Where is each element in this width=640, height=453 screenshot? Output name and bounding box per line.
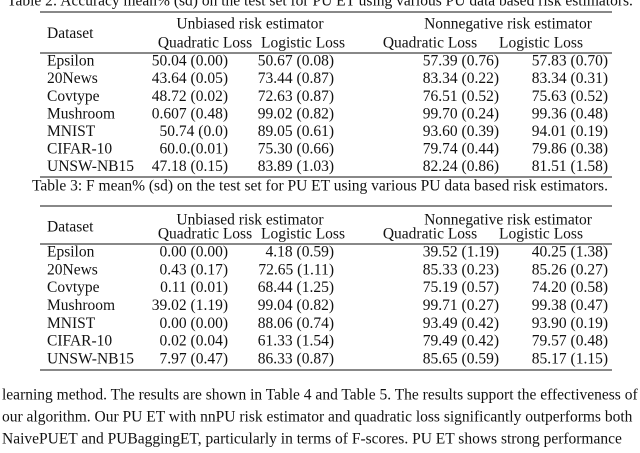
table-cell: 74.20 (0.58) bbox=[532, 279, 608, 296]
table-cell: 0.02 (0.04) bbox=[160, 333, 228, 350]
table-cell: UNSW-NB15 bbox=[47, 350, 134, 367]
table-cell: 43.64 (0.05) bbox=[152, 70, 228, 87]
table-cell: 0.11 (0.01) bbox=[160, 279, 228, 296]
table-cell: 83.34 (0.31) bbox=[532, 70, 608, 87]
paragraph-line: NaivePUET and PUBaggingET, particularly … bbox=[2, 431, 622, 448]
table-caption: Table 2: Accuracy mean% (sd) on the test… bbox=[7, 0, 633, 10]
table-cell: 79.49 (0.42) bbox=[423, 333, 499, 350]
table-cell: 0.43 (0.17) bbox=[160, 261, 228, 278]
table-cell: 93.90 (0.19) bbox=[532, 315, 608, 332]
table-cell: 50.04 (0.00) bbox=[152, 53, 228, 70]
table-cell: 39.52 (1.19) bbox=[423, 244, 499, 261]
table-cell: 79.74 (0.44) bbox=[423, 141, 499, 158]
table-cell: 83.34 (0.22) bbox=[423, 70, 499, 87]
table-cell: 88.06 (0.74) bbox=[258, 315, 334, 332]
table-cell: 50.74 (0.0) bbox=[160, 123, 228, 140]
table-cell: 85.33 (0.23) bbox=[423, 261, 499, 278]
table-cell: Epsilon bbox=[47, 244, 95, 261]
table-cell: 94.01 (0.19) bbox=[532, 123, 608, 140]
table-cell: 85.65 (0.59) bbox=[423, 350, 499, 367]
table-cell: 47.18 (0.15) bbox=[152, 158, 228, 175]
table-cell: Epsilon bbox=[47, 53, 95, 70]
table-cell: 99.02 (0.82) bbox=[258, 105, 334, 122]
table-cell: 0.00 (0.00) bbox=[160, 244, 228, 261]
table-cell: 86.33 (0.87) bbox=[258, 350, 334, 367]
table-cell: 99.36 (0.48) bbox=[532, 105, 608, 122]
table-cell: 75.30 (0.66) bbox=[258, 141, 334, 158]
table-cell: MNIST bbox=[47, 315, 96, 332]
paragraph-line: our algorithm. Our PU ET with nnPU risk … bbox=[2, 409, 633, 426]
table-cell: 83.89 (1.03) bbox=[258, 158, 334, 175]
header-cell: Logistic Loss bbox=[499, 226, 583, 243]
table-cell: 75.63 (0.52) bbox=[532, 88, 608, 105]
table-cell: 99.71 (0.27) bbox=[423, 297, 499, 314]
header-cell: Logistic Loss bbox=[261, 226, 345, 243]
table-cell: 57.39 (0.76) bbox=[423, 53, 499, 70]
header-cell: Logistic Loss bbox=[261, 35, 345, 52]
table-cell: MNIST bbox=[47, 123, 96, 140]
table-cell: 99.70 (0.24) bbox=[423, 105, 499, 122]
table-cell: 82.24 (0.86) bbox=[423, 158, 499, 175]
header-cell: Quadratic Loss bbox=[383, 35, 477, 52]
table-cell: 72.65 (1.11) bbox=[258, 261, 334, 278]
header-cell: Quadratic Loss bbox=[158, 35, 252, 52]
table-cell: 72.63 (0.87) bbox=[258, 88, 334, 105]
table-cell: Mushroom bbox=[47, 297, 115, 314]
table-cell: 0.607 (0.48) bbox=[152, 105, 228, 122]
table-cell: 0.00 (0.00) bbox=[160, 315, 228, 332]
table-cell: 99.04 (0.82) bbox=[258, 297, 334, 314]
table-cell: 7.97 (0.47) bbox=[160, 350, 228, 367]
table-cell: 20News bbox=[47, 70, 98, 87]
table-cell: 20News bbox=[47, 261, 98, 278]
table-cell: 61.33 (1.54) bbox=[258, 333, 334, 350]
table-cell: 89.05 (0.61) bbox=[258, 123, 334, 140]
table-cell: 79.86 (0.38) bbox=[532, 141, 608, 158]
header-cell: Quadratic Loss bbox=[158, 226, 252, 243]
table-cell: 79.57 (0.48) bbox=[532, 333, 608, 350]
table-cell: 39.02 (1.19) bbox=[152, 297, 228, 314]
table-cell: 50.67 (0.08) bbox=[258, 53, 334, 70]
paragraph-line: learning method. The results are shown i… bbox=[2, 387, 638, 404]
header-cell: Logistic Loss bbox=[499, 35, 583, 52]
table-cell: 68.44 (1.25) bbox=[258, 279, 334, 296]
table-cell: 76.51 (0.52) bbox=[423, 88, 499, 105]
table-cell: 85.26 (0.27) bbox=[532, 261, 608, 278]
table-cell: 93.49 (0.42) bbox=[423, 315, 499, 332]
table-cell: UNSW-NB15 bbox=[47, 158, 134, 175]
table-cell: 48.72 (0.02) bbox=[152, 88, 228, 105]
table-cell: 75.19 (0.57) bbox=[423, 279, 499, 296]
table-cell: 57.83 (0.70) bbox=[532, 53, 608, 70]
header-group: Unbiased risk estimator bbox=[176, 212, 324, 229]
table-cell: 85.17 (1.15) bbox=[532, 350, 608, 367]
table-cell: CIFAR-10 bbox=[47, 333, 112, 350]
header-group: Nonnegative risk estimator bbox=[424, 16, 593, 33]
table-cell: 73.44 (0.87) bbox=[258, 70, 334, 87]
header-cell: Quadratic Loss bbox=[383, 226, 477, 243]
table-cell: 99.38 (0.47) bbox=[532, 297, 608, 314]
table-cell: CIFAR-10 bbox=[47, 141, 112, 158]
table-cell: 60.0.(0.01) bbox=[160, 141, 228, 158]
table-cell: Covtype bbox=[47, 88, 100, 105]
table-caption: Table 3: F mean% (sd) on the test set fo… bbox=[32, 178, 608, 195]
header-cell: Dataset bbox=[47, 219, 94, 236]
header-group: Nonnegative risk estimator bbox=[424, 212, 593, 229]
table-cell: 81.51 (1.58) bbox=[532, 158, 608, 175]
header-cell: Dataset bbox=[47, 25, 94, 42]
header-group: Unbiased risk estimator bbox=[176, 16, 324, 33]
table-cell: Mushroom bbox=[47, 105, 115, 122]
table-cell: 4.18 (0.59) bbox=[266, 244, 334, 261]
table-cell: 40.25 (1.38) bbox=[532, 244, 608, 261]
table-cell: Covtype bbox=[47, 279, 100, 296]
table-cell: 93.60 (0.39) bbox=[423, 123, 499, 140]
